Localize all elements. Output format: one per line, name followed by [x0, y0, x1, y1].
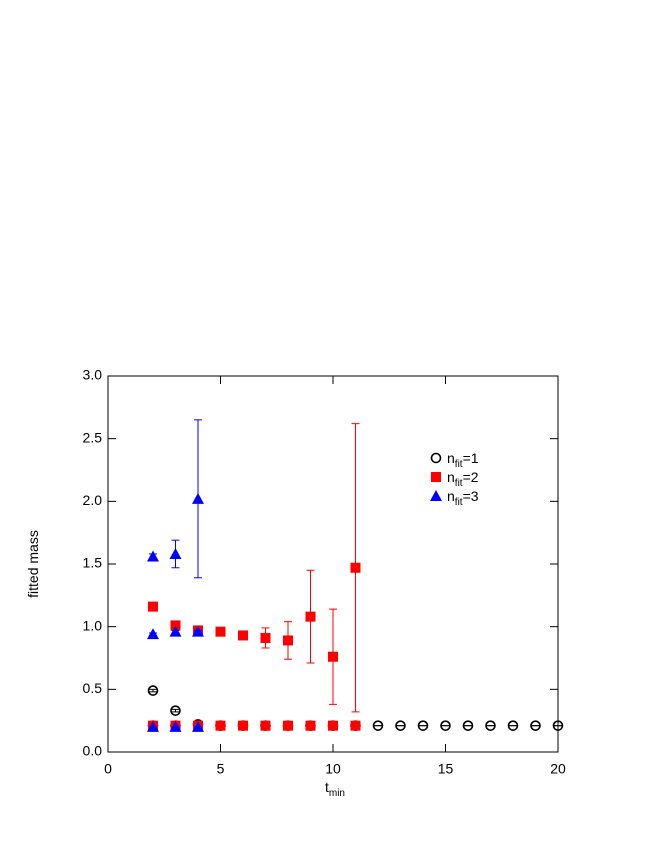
- point: [350, 562, 361, 573]
- point: [328, 720, 338, 731]
- legend-label: nfit=1: [447, 450, 479, 470]
- point: [372, 720, 384, 731]
- x-axis-label: tmin: [325, 779, 345, 799]
- legend-marker: [430, 490, 442, 501]
- legend-rest: =3: [463, 488, 479, 504]
- point: [192, 625, 204, 637]
- y-tick-label: 3.0: [83, 367, 103, 383]
- point: [170, 620, 181, 631]
- point: [305, 611, 316, 622]
- error-bar: [171, 708, 180, 713]
- point: [260, 720, 271, 731]
- point: [192, 720, 204, 732]
- x-tick-label: 20: [550, 761, 566, 777]
- y-tick-label: 1.0: [83, 617, 103, 633]
- point: [440, 720, 451, 731]
- point: [305, 720, 316, 731]
- point: [350, 720, 361, 731]
- point: [147, 550, 159, 562]
- y-tick-label: 2.5: [83, 429, 103, 445]
- legend-rest: =2: [463, 469, 479, 485]
- point: [147, 720, 159, 732]
- point: [283, 720, 293, 731]
- legend-base: n: [447, 469, 455, 485]
- point: [395, 720, 406, 731]
- y-axis-label: fitted mass: [25, 530, 41, 598]
- y-tick-label: 2.0: [83, 492, 103, 508]
- y-tick-label: 1.5: [83, 555, 103, 571]
- point: [192, 492, 204, 504]
- point: [552, 720, 564, 731]
- point: [215, 626, 226, 637]
- legend-rest: =1: [463, 450, 479, 466]
- y-tick-label: 0.0: [83, 743, 103, 759]
- legend-marker: [430, 452, 442, 464]
- legend-sub: fit: [455, 497, 463, 508]
- point: [417, 720, 429, 731]
- x-label-sub: min: [329, 788, 345, 799]
- y-tick-label: 0.5: [83, 680, 103, 696]
- point: [485, 720, 496, 731]
- point: [238, 720, 248, 731]
- point: [462, 720, 474, 731]
- point: [148, 601, 158, 612]
- point: [169, 720, 182, 732]
- point: [238, 630, 248, 641]
- x-tick-label: 0: [104, 761, 112, 777]
- legend-sub: fit: [455, 478, 463, 489]
- point: [507, 720, 519, 731]
- error-bar: [149, 688, 157, 693]
- point: [169, 625, 182, 637]
- point: [170, 705, 181, 716]
- legend-marker: [431, 472, 441, 482]
- legend-label: nfit=2: [447, 469, 479, 489]
- x-tick-label: 10: [325, 761, 341, 777]
- point: [147, 628, 159, 640]
- x-tick-label: 5: [217, 761, 225, 777]
- point: [215, 720, 226, 731]
- legend-label: nfit=3: [447, 488, 479, 508]
- point: [328, 651, 338, 662]
- point: [283, 635, 293, 646]
- point: [260, 632, 271, 643]
- point: [169, 547, 182, 559]
- legend-base: n: [447, 488, 455, 504]
- x-tick-label: 15: [438, 761, 454, 777]
- legend-base: n: [447, 450, 455, 466]
- point: [147, 685, 159, 696]
- x-label-base: t: [325, 779, 329, 795]
- point: [530, 720, 541, 731]
- legend-sub: fit: [455, 459, 463, 470]
